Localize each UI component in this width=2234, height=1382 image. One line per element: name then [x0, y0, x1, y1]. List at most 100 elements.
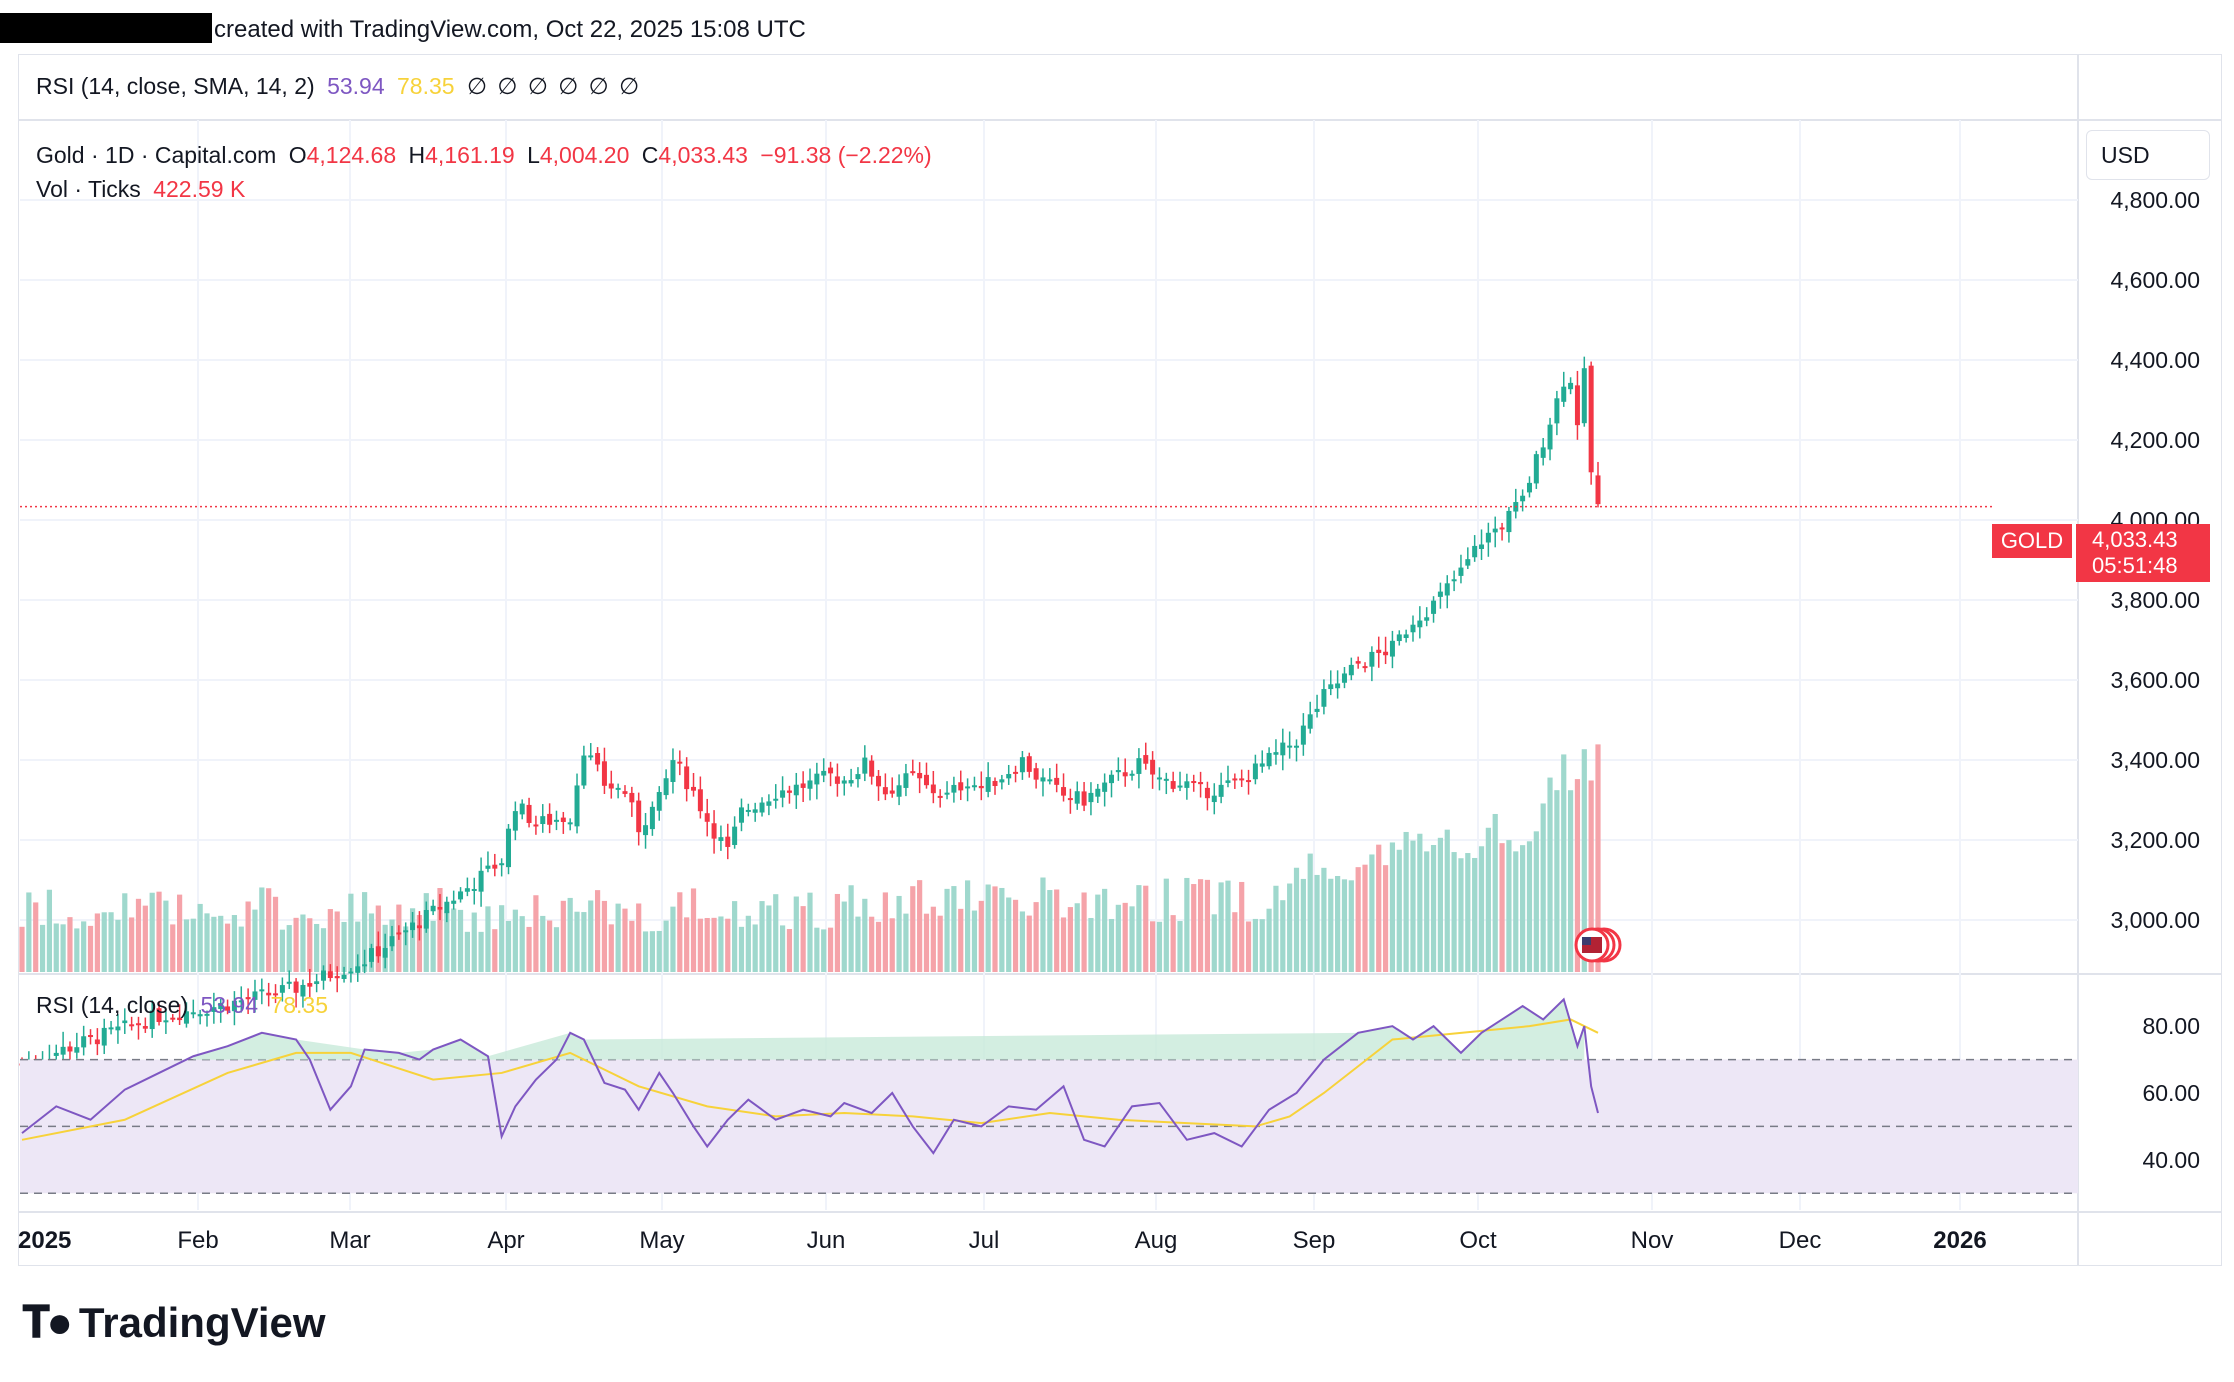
volume-bar [711, 917, 717, 972]
candle-body [1561, 386, 1567, 402]
tradingview-logo-icon: 𝐓● [22, 1298, 73, 1347]
volume-bar [1341, 879, 1348, 972]
rsi-tick-label: 80.00 [2142, 1013, 2200, 1039]
candle-body [1376, 649, 1382, 653]
time-tick-label: Sep [1293, 1227, 1336, 1254]
volume-bar [300, 914, 306, 972]
candle-body [1081, 791, 1087, 806]
candle-body [1506, 510, 1512, 533]
candle-body [499, 863, 505, 866]
volume-bar [882, 892, 888, 972]
candle-body [1424, 617, 1430, 621]
candle-body [129, 1024, 135, 1027]
volume-bar [1335, 875, 1341, 972]
volume-bar [1102, 888, 1108, 972]
volume-bar [156, 891, 162, 972]
candle-body [876, 775, 882, 787]
candle-body [177, 1017, 183, 1021]
candle-body [142, 1026, 148, 1029]
candle-body [1047, 779, 1053, 782]
volume-bar [978, 900, 984, 972]
candle-body [1232, 778, 1238, 781]
candle-body [1246, 780, 1252, 783]
volume-bar [26, 892, 32, 972]
volume-bar [649, 931, 655, 972]
volume-bar [231, 915, 238, 972]
candle-body [444, 901, 450, 914]
time-tick-label: Jul [969, 1227, 1000, 1254]
candle-body [1273, 752, 1279, 755]
volume-bar [1307, 853, 1313, 972]
volume-bar [1451, 852, 1457, 972]
volume-bar [1019, 911, 1026, 972]
volume-bar [656, 930, 662, 972]
change-value: −91.38 (−2.22%) [760, 142, 932, 168]
candle-body [1013, 771, 1019, 774]
candle-body [1280, 742, 1286, 756]
volume-bar [670, 906, 676, 972]
volume-bar [1122, 902, 1128, 972]
volume-bar [1204, 879, 1211, 972]
candle-body [910, 771, 916, 774]
rsi-tick-label: 60.00 [2142, 1080, 2200, 1106]
price-tick-label: 4,600.00 [2110, 267, 2200, 293]
tradingview-logo[interactable]: 𝐓● TradingView [22, 1298, 326, 1348]
candle-body [951, 784, 957, 793]
volume-bar [272, 896, 279, 972]
candle-body [485, 865, 491, 869]
volume-bar [464, 931, 470, 972]
candle-body [629, 792, 635, 803]
volume-bar [855, 916, 861, 972]
volume-bar [1280, 900, 1286, 972]
candle-body [1136, 758, 1142, 774]
candle-body [738, 807, 744, 823]
volume-bar [512, 909, 518, 972]
volume-bar [1095, 894, 1101, 972]
candle-body [1568, 382, 1574, 390]
volume-bar [1376, 844, 1382, 972]
candle-body [848, 780, 854, 784]
candle-body [348, 971, 354, 974]
candle-body [780, 790, 786, 798]
volume-bar [478, 931, 484, 972]
candle-body [1485, 532, 1491, 543]
currency-button[interactable]: USD [2086, 130, 2210, 180]
main-legend[interactable]: Gold · 1D · Capital.com O4,124.68 H4,161… [36, 142, 938, 169]
time-tick-label: Nov [1631, 1227, 1674, 1254]
candle-body [1259, 763, 1265, 767]
volume-bar [1156, 921, 1163, 972]
time-tick-label: May [639, 1227, 684, 1254]
rsi-legend[interactable]: RSI (14, close) 53.94 78.35 [36, 992, 334, 1019]
volume-bar [1108, 918, 1115, 972]
volume-bar [1478, 846, 1485, 972]
volume-bar [1067, 907, 1073, 972]
volume-bar [965, 880, 971, 972]
candle-body [1143, 755, 1149, 764]
candle-body [786, 790, 792, 793]
candle-body [882, 787, 888, 795]
candle-body [273, 993, 279, 996]
volume-bar [1115, 904, 1121, 972]
rsi-ma-line [21, 1018, 1599, 1141]
chart-header: created with TradingView.com, Oct 22, 20… [0, 0, 2234, 56]
low-value: 4,004.20 [539, 142, 630, 168]
volume-bar [1520, 845, 1526, 972]
candle-body [869, 760, 875, 777]
rsi-top-legend[interactable]: RSI (14, close, SMA, 14, 2) 53.94 78.35 … [36, 73, 647, 100]
volume-bar [224, 923, 231, 972]
price-tick-label: 3,200.00 [2110, 827, 2200, 853]
candle-body [1472, 545, 1478, 558]
time-tick-label: Aug [1135, 1227, 1178, 1254]
volume-bar [1054, 889, 1060, 972]
volume-legend[interactable]: Vol · Ticks 422.59 K [36, 176, 251, 203]
candle-body [327, 971, 333, 978]
volume-bar [567, 897, 573, 972]
volume-bar [39, 924, 46, 972]
candle-body [1437, 591, 1443, 597]
volume-bar [971, 910, 978, 972]
volume-bar [403, 926, 409, 972]
candle-body [1054, 777, 1060, 785]
candle-body [1369, 651, 1375, 667]
candle-body [896, 785, 902, 797]
